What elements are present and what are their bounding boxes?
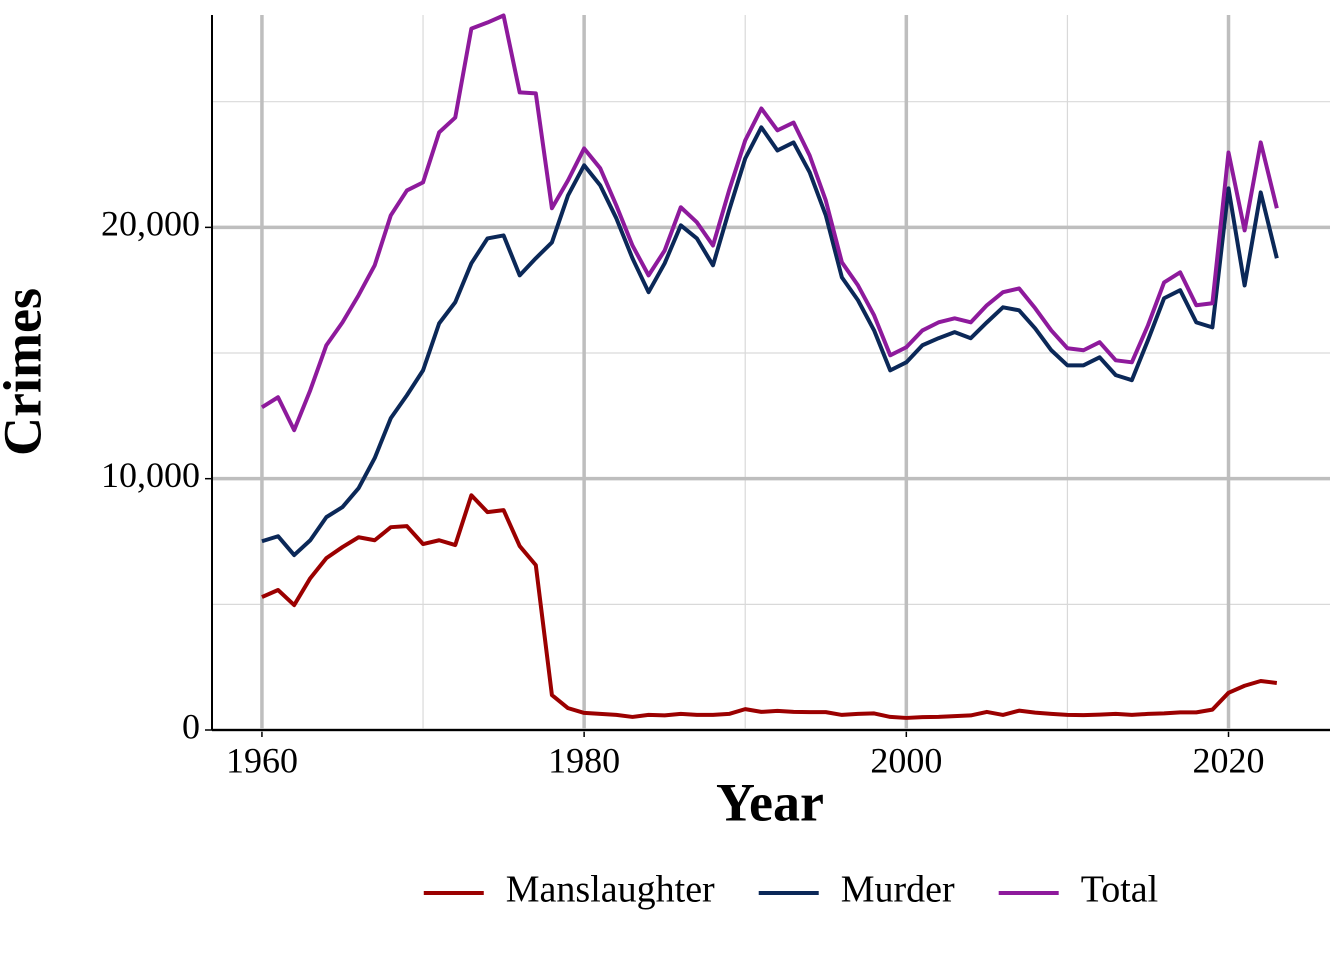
y-tick-label: 20,000 [101, 204, 200, 244]
y-tick-label: 0 [182, 706, 200, 746]
line [260, 13, 1279, 433]
x-tick-label: 2020 [1193, 740, 1265, 780]
line [261, 493, 1278, 720]
x-axis-title: Year [716, 772, 824, 832]
y-tick-label: 10,000 [101, 455, 200, 495]
line [261, 125, 1279, 558]
x-tick-label: 1980 [548, 740, 620, 780]
legend-label: Murder [841, 869, 955, 911]
legend-label: Total [1081, 869, 1159, 911]
y-axis-title: Crimes [0, 288, 52, 456]
x-tick-label: 2000 [870, 740, 942, 780]
legend-label: Manslaughter [506, 869, 715, 911]
x-tick-label: 1960 [226, 740, 298, 780]
